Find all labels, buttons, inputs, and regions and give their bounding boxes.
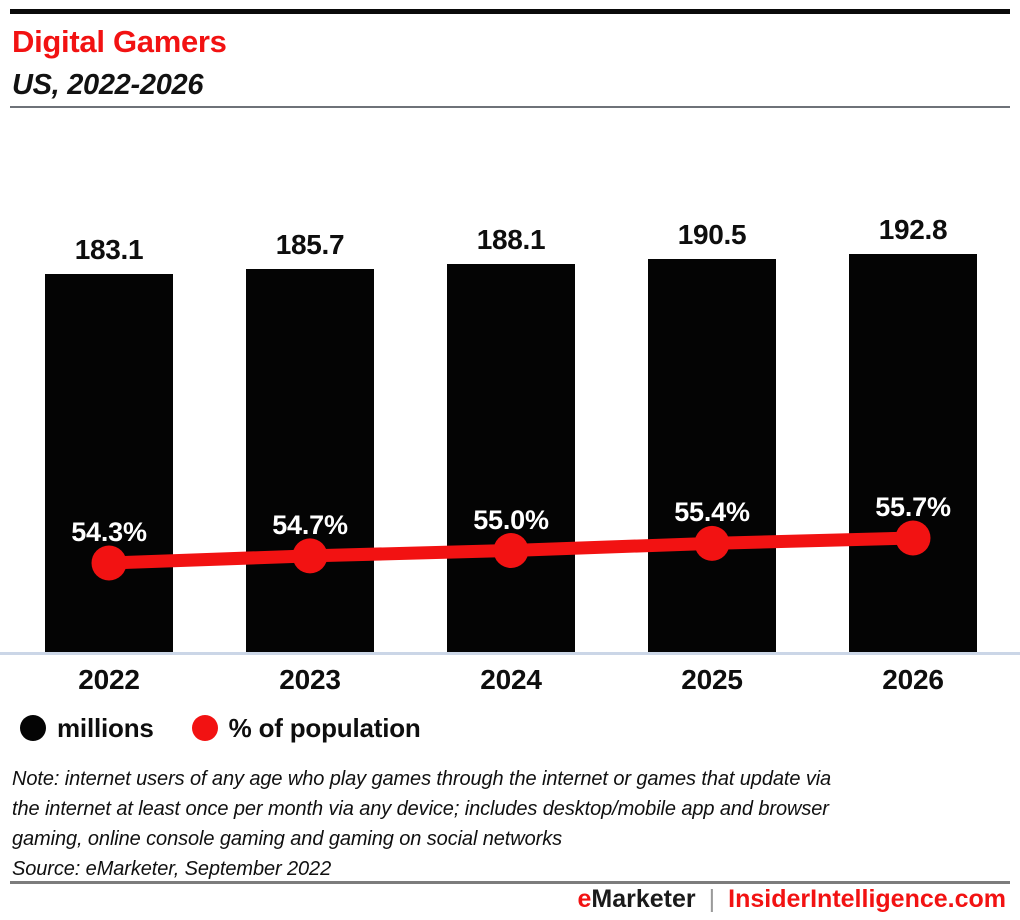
bar-value-label-2025: 190.5	[677, 219, 747, 250]
legend-item-millions: millions	[20, 713, 154, 744]
insiderintelligence-link-text: InsiderIntelligence.com	[728, 885, 1006, 913]
legend-label-pct-of-population: % of population	[228, 712, 421, 743]
note-line: gaming, online console gaming and gaming…	[12, 828, 562, 850]
header-divider	[10, 106, 1010, 108]
pct-value-label-2026: 55.7%	[875, 492, 951, 522]
pct-value-label-2025: 55.4%	[674, 497, 750, 528]
bar-value-label-2023: 185.7	[275, 229, 345, 260]
source-text: Source: eMarketer, September 2022	[12, 858, 332, 880]
x-axis-label-2025: 2025	[681, 664, 743, 695]
bar-value-label-2022: 183.1	[74, 234, 144, 265]
pct-value-label-2023: 54.7%	[272, 509, 348, 540]
millions-dot-icon	[20, 715, 46, 741]
chart-legend: millions % of population	[20, 712, 421, 744]
footer-brand-bar: eMarketer | InsiderIntelligence.com	[578, 885, 1007, 914]
legend-item-pct-of-population: % of population	[191, 712, 421, 744]
bar-2025	[648, 259, 776, 652]
x-axis-label-2026: 2026	[882, 664, 944, 695]
footer-separator: |	[708, 885, 716, 913]
page-title: Digital Gamers	[12, 24, 227, 59]
pct-of-population-dot-icon	[191, 715, 218, 741]
note-and-source: Note: internet users of any age who play…	[12, 764, 997, 884]
bar-value-label-2024: 188.1	[476, 224, 546, 255]
x-axis-label-2022: 2022	[78, 664, 140, 695]
footer-divider	[10, 881, 1010, 884]
x-axis-label-2023: 2023	[279, 664, 341, 695]
bar-2026	[849, 254, 977, 652]
top-accent-bar	[10, 9, 1010, 14]
x-axis-baseline	[0, 652, 1020, 655]
note-line: the internet at least once per month via…	[12, 798, 829, 820]
x-axis-label-2024: 2024	[480, 664, 542, 695]
bar-2024	[447, 264, 575, 652]
bar-2023	[246, 269, 374, 652]
pct-value-label-2022: 54.3%	[71, 517, 147, 547]
legend-label-millions: millions	[57, 712, 154, 743]
note-line: Note: internet users of any age who play…	[12, 768, 832, 790]
page-subtitle: US, 2022-2026	[12, 69, 204, 101]
pct-value-label-2024: 55.0%	[473, 504, 549, 535]
bar-value-label-2026: 192.8	[878, 214, 948, 245]
bar-2022	[45, 274, 173, 652]
emarketer-logo-text: eMarketer	[577, 885, 696, 913]
